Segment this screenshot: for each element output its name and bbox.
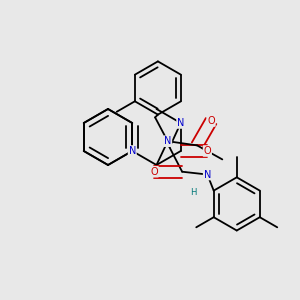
Text: O: O — [203, 146, 211, 156]
Text: H: H — [190, 188, 196, 197]
Text: N: N — [164, 136, 171, 146]
Text: N: N — [204, 169, 211, 179]
Text: N: N — [177, 118, 184, 128]
Text: N: N — [129, 146, 136, 156]
Text: O: O — [207, 116, 215, 126]
Text: O: O — [150, 167, 158, 177]
